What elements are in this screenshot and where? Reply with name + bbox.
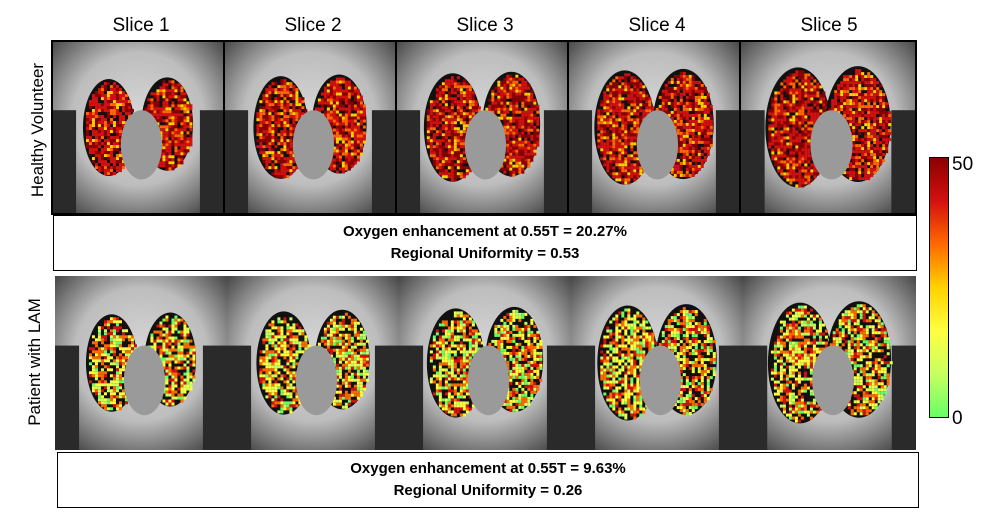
row-label-lam: Patient with LAM <box>25 298 44 426</box>
lam-uniformity-text: Regional Uniformity = 0.26 <box>393 482 583 499</box>
slice-label-3: Slice 3 <box>456 15 514 36</box>
mri-panel-lam-slice-3 <box>399 276 571 450</box>
mri-panel-healthy-slice-5 <box>739 40 917 215</box>
mri-panel-lam-slice-4 <box>571 276 743 450</box>
mri-panel-lam-slice-1 <box>55 276 227 450</box>
mri-panel-healthy-slice-4 <box>567 40 741 215</box>
healthy-uniformity-text: Regional Uniformity = 0.53 <box>390 245 580 262</box>
row-label-healthy: Healthy Volunteer <box>28 62 47 198</box>
slice-label-1: Slice 1 <box>112 15 170 36</box>
healthy-enhancement-text: Oxygen enhancement at 0.55T = 20.27% <box>343 223 627 240</box>
colorbar <box>929 157 949 418</box>
slice-label-2: Slice 2 <box>284 15 342 36</box>
healthy-stats-box: Oxygen enhancement at 0.55T = 20.27% Reg… <box>53 215 917 271</box>
mri-panel-lam-slice-5 <box>743 276 916 450</box>
lam-enhancement-text: Oxygen enhancement at 0.55T = 9.63% <box>350 460 626 477</box>
slice-label-4: Slice 4 <box>628 15 686 36</box>
mri-panel-healthy-slice-3 <box>395 40 569 215</box>
mri-panel-lam-slice-2 <box>227 276 399 450</box>
colorbar-max-label: 50 <box>952 154 974 175</box>
colorbar-min-label: 0 <box>952 408 963 429</box>
slice-label-5: Slice 5 <box>800 15 858 36</box>
mri-panel-healthy-slice-1 <box>51 40 225 215</box>
lam-stats-box: Oxygen enhancement at 0.55T = 9.63% Regi… <box>57 452 919 508</box>
mri-panel-healthy-slice-2 <box>223 40 397 215</box>
